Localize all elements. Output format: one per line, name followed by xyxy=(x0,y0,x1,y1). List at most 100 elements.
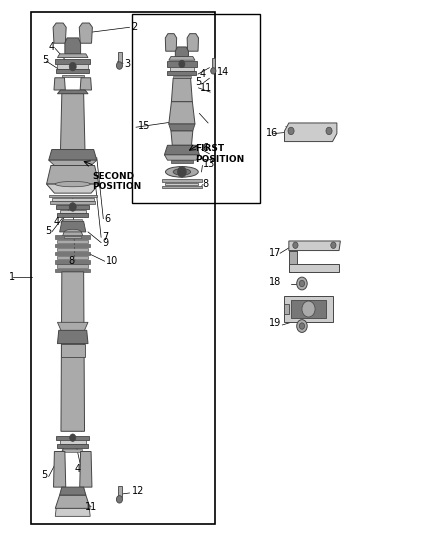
Polygon shape xyxy=(46,184,99,193)
Text: 4: 4 xyxy=(49,43,55,52)
Circle shape xyxy=(299,280,304,287)
Circle shape xyxy=(302,301,315,317)
Ellipse shape xyxy=(64,229,81,235)
Polygon shape xyxy=(57,90,88,94)
Bar xyxy=(162,185,201,188)
Bar xyxy=(57,256,88,260)
Bar xyxy=(52,198,94,200)
Bar xyxy=(55,260,90,263)
Polygon shape xyxy=(57,54,88,58)
Polygon shape xyxy=(289,251,297,264)
Text: SECOND
POSITION: SECOND POSITION xyxy=(92,172,141,191)
Polygon shape xyxy=(53,451,66,487)
Text: 11: 11 xyxy=(85,502,97,512)
Polygon shape xyxy=(164,155,199,160)
Polygon shape xyxy=(80,78,92,90)
Ellipse shape xyxy=(166,166,198,177)
Bar xyxy=(166,61,197,67)
Bar xyxy=(63,449,82,451)
Bar xyxy=(62,75,84,77)
Bar xyxy=(212,58,215,69)
Polygon shape xyxy=(285,304,289,314)
Bar xyxy=(60,165,86,168)
Text: 13: 13 xyxy=(203,159,215,169)
Polygon shape xyxy=(171,131,193,146)
Polygon shape xyxy=(65,38,81,54)
Text: 11: 11 xyxy=(200,83,212,93)
Text: 1: 1 xyxy=(9,272,15,282)
Bar xyxy=(49,195,97,197)
Ellipse shape xyxy=(55,181,90,187)
Text: 12: 12 xyxy=(132,487,144,496)
Circle shape xyxy=(293,242,298,248)
Text: 4: 4 xyxy=(200,69,206,78)
Bar xyxy=(118,52,122,63)
Bar xyxy=(56,205,89,209)
Circle shape xyxy=(297,277,307,290)
Bar xyxy=(56,69,89,73)
Polygon shape xyxy=(289,264,339,272)
Polygon shape xyxy=(289,251,297,272)
Text: 4: 4 xyxy=(53,217,59,228)
Text: 7: 7 xyxy=(102,232,109,242)
Bar xyxy=(64,236,81,238)
Text: 5: 5 xyxy=(195,77,201,87)
Bar xyxy=(57,213,88,217)
Polygon shape xyxy=(175,47,188,56)
Polygon shape xyxy=(60,487,86,495)
Text: 5: 5 xyxy=(45,226,52,236)
Bar xyxy=(162,179,201,182)
Polygon shape xyxy=(54,78,65,90)
Text: 8: 8 xyxy=(68,256,74,265)
Text: 14: 14 xyxy=(217,68,230,77)
Circle shape xyxy=(117,496,123,503)
Circle shape xyxy=(117,62,123,69)
Polygon shape xyxy=(80,451,92,487)
Circle shape xyxy=(69,62,76,71)
Polygon shape xyxy=(187,34,198,51)
Polygon shape xyxy=(171,78,192,102)
Bar xyxy=(60,209,86,213)
Polygon shape xyxy=(53,23,66,43)
Bar xyxy=(55,59,90,64)
Polygon shape xyxy=(289,241,340,251)
Polygon shape xyxy=(169,102,195,124)
Bar xyxy=(55,244,90,247)
Circle shape xyxy=(288,127,294,135)
Polygon shape xyxy=(285,296,332,322)
Bar xyxy=(55,269,90,272)
Bar xyxy=(31,12,215,524)
Polygon shape xyxy=(62,232,84,238)
Bar xyxy=(132,14,261,203)
Text: 5: 5 xyxy=(42,55,49,65)
Bar xyxy=(50,201,95,204)
Text: 17: 17 xyxy=(269,248,281,258)
Polygon shape xyxy=(61,272,85,431)
Bar xyxy=(57,264,88,268)
Polygon shape xyxy=(165,34,177,51)
Text: 4: 4 xyxy=(75,464,81,473)
Bar xyxy=(57,240,88,243)
Text: 16: 16 xyxy=(266,127,279,138)
Polygon shape xyxy=(79,23,92,43)
Bar xyxy=(61,344,85,357)
Text: 18: 18 xyxy=(269,278,281,287)
Bar xyxy=(56,435,89,440)
Bar xyxy=(60,440,86,444)
Circle shape xyxy=(211,68,216,74)
Bar xyxy=(57,248,88,251)
Bar xyxy=(165,182,198,185)
Circle shape xyxy=(299,323,304,329)
Text: 10: 10 xyxy=(106,256,118,266)
Circle shape xyxy=(326,127,332,135)
Polygon shape xyxy=(49,160,97,165)
Bar xyxy=(173,76,191,78)
Circle shape xyxy=(297,320,307,333)
Bar xyxy=(118,486,122,497)
Circle shape xyxy=(69,203,76,211)
Polygon shape xyxy=(55,495,90,508)
Text: 6: 6 xyxy=(203,143,209,154)
Text: 3: 3 xyxy=(124,60,131,69)
Polygon shape xyxy=(285,123,337,142)
Bar xyxy=(170,67,194,71)
